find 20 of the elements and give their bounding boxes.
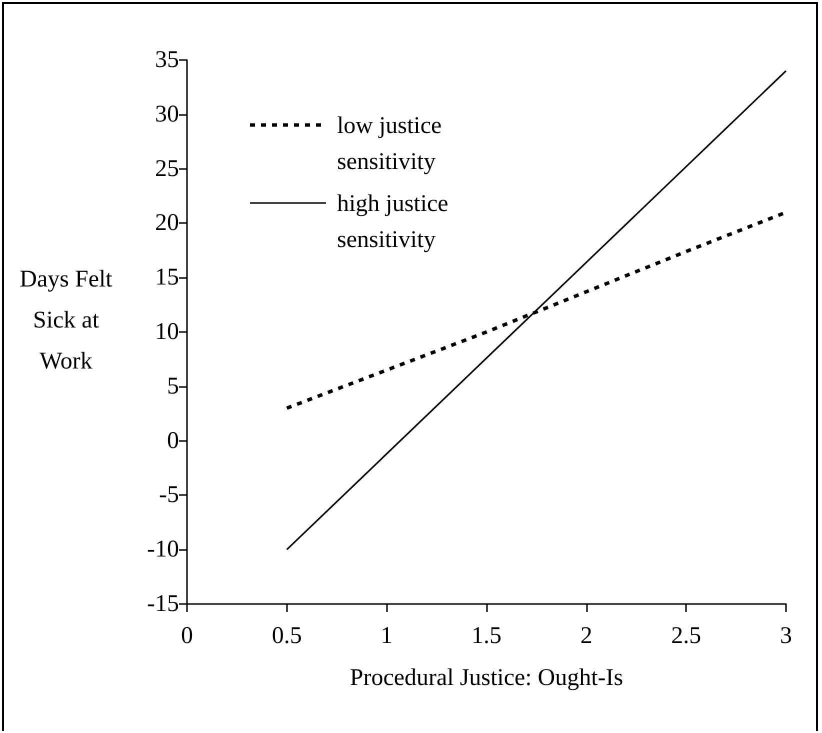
x-tick-label: 1 (380, 623, 393, 649)
y-tick-label: -5 (159, 482, 179, 508)
y-tick-label: 35 (155, 47, 179, 73)
y-tick-label: 5 (167, 373, 179, 400)
x-tick-label: 2.5 (671, 623, 702, 649)
y-axis-title: Days Felt Sick at Work (20, 266, 113, 374)
y-tick-label: -10 (147, 536, 179, 563)
y-tick-label: 15 (155, 264, 179, 291)
x-tick-label: 1.5 (472, 623, 502, 649)
x-tick-label: 3 (780, 623, 792, 649)
y-tick-label: 25 (155, 156, 179, 182)
y-tick-label: -15 (147, 591, 179, 617)
x-tick-label: 2 (580, 623, 592, 649)
x-axis-title: Procedural Justice: Ought-Is (350, 665, 624, 691)
legend-label: high justice sensitivity (337, 191, 454, 253)
x-tick-label: 0.5 (272, 623, 302, 649)
y-tick-label: 30 (155, 101, 179, 128)
y-tick-label: 0 (167, 428, 179, 454)
y-tick-label: 10 (155, 319, 179, 345)
y-tick-label: 20 (155, 210, 179, 236)
